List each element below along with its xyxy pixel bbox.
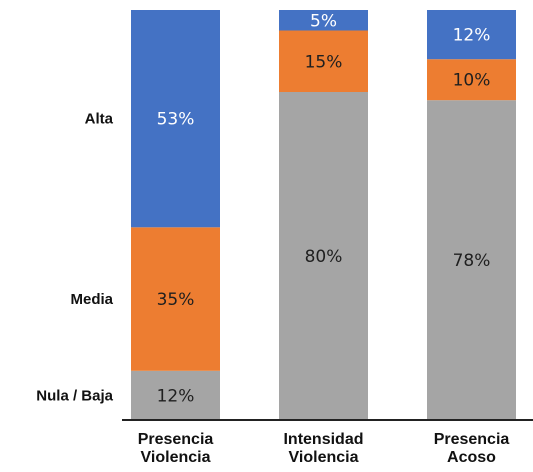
bar-segment-media-presencia-violencia bbox=[131, 227, 220, 371]
series-label-alta: Alta bbox=[85, 111, 114, 128]
category-label-line: Violencia bbox=[289, 449, 359, 466]
bar-segment-media-intensidad-violencia bbox=[279, 30, 368, 92]
data-label-nula-baja-intensidad-violencia: 80% bbox=[305, 247, 343, 267]
data-label-alta-presencia-acoso: 12% bbox=[453, 26, 491, 46]
series-label-media: Media bbox=[70, 291, 113, 308]
category-label-line: Acoso bbox=[447, 449, 496, 466]
bar-segment-nula-baja-intensidad-violencia bbox=[279, 92, 368, 420]
data-label-alta-intensidad-violencia: 5% bbox=[310, 11, 337, 31]
bar-segment-alta-presencia-violencia bbox=[131, 10, 220, 228]
category-label-line: Violencia bbox=[141, 449, 211, 466]
data-label-nula-baja-presencia-violencia: 12% bbox=[157, 386, 195, 406]
row-labels-layer: Nula / Baja Media Alta bbox=[36, 111, 113, 405]
category-label-line: Presencia bbox=[434, 431, 510, 448]
data-label-media-presencia-violencia: 35% bbox=[157, 290, 195, 310]
data-label-nula-baja-presencia-acoso: 78% bbox=[453, 251, 491, 271]
bar-segment-nula-baja-presencia-acoso bbox=[427, 100, 516, 420]
series-label-nula-baja: Nula / Baja bbox=[36, 387, 113, 404]
category-label-2: Presencia Acoso bbox=[434, 431, 510, 466]
category-label-1: Intensidad Violencia bbox=[283, 431, 363, 466]
data-label-media-intensidad-violencia: 15% bbox=[305, 52, 343, 72]
bars-layer bbox=[131, 10, 516, 420]
bar-segment-alta-presencia-acoso bbox=[427, 10, 516, 60]
category-label-line: Presencia bbox=[138, 431, 214, 448]
bar-segment-nula-baja-presencia-violencia bbox=[131, 370, 220, 420]
bar-segment-media-presencia-acoso bbox=[427, 59, 516, 101]
bar-segment-alta-intensidad-violencia bbox=[279, 10, 368, 31]
data-label-alta-presencia-violencia: 53% bbox=[157, 110, 195, 130]
data-label-media-presencia-acoso: 10% bbox=[453, 71, 491, 91]
segment-labels-layer: 12% 35% 53% 80% 15% 5% 78% 10% 12% bbox=[157, 11, 491, 406]
category-label-line: Intensidad bbox=[283, 431, 363, 448]
category-label-0: Presencia Violencia bbox=[138, 431, 214, 466]
